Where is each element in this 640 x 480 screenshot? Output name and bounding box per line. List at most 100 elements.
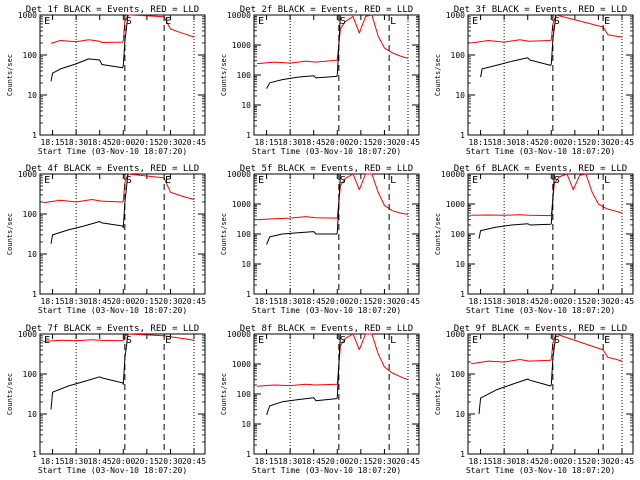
- x-tick-label: 20:45: [396, 297, 420, 306]
- x-tick-label: 20:15: [563, 457, 587, 466]
- x-tick-label: 20:00: [111, 138, 135, 147]
- detector-panel-1: Det 1f BLACK = Events, RED = LLD 1 10 100 10…: [6, 5, 206, 156]
- y-tick-label: 1000: [232, 360, 251, 369]
- x-tick-label: 20:30: [158, 297, 182, 306]
- x-tick-label: 20:30: [372, 457, 396, 466]
- x-tick-label: 20:30: [372, 138, 396, 147]
- x-axis-label: Start Time (03-Nov-10 18:07:20): [38, 306, 187, 315]
- x-tick-label: 18:45: [88, 138, 112, 147]
- y-tick-label: 10: [27, 91, 37, 100]
- x-tick-label: 18:30: [278, 457, 302, 466]
- y-axis-label: Counts/sec: [6, 373, 14, 415]
- x-tick-label: 20:30: [158, 138, 182, 147]
- plot-frame: [467, 333, 634, 455]
- x-tick-label: 18:30: [64, 457, 88, 466]
- x-tick-label: 20:30: [586, 297, 610, 306]
- marker-label: S: [126, 16, 132, 27]
- lld-series-line: [50, 14, 195, 44]
- x-axis-label: Start Time (03-Nov-10 18:07:20): [38, 147, 187, 156]
- lld-series-line: [471, 173, 623, 217]
- y-tick-label: 1: [32, 450, 37, 459]
- y-tick-label: 10: [455, 260, 465, 269]
- y-tick-label: 1: [32, 131, 37, 140]
- x-tick-label: 18:30: [492, 457, 516, 466]
- y-tick-label: 100: [451, 230, 466, 239]
- y-tick-label: 100: [23, 51, 38, 60]
- marker-label: L: [390, 335, 396, 346]
- events-series-line: [480, 14, 557, 78]
- x-tick-label: 20:45: [396, 138, 420, 147]
- detector-panel-8: Det 8f BLACK = Events, RED = LLD 1 10 100 10…: [220, 324, 420, 475]
- panel-title: Det 6f BLACK = Events, RED = LLD: [454, 164, 627, 174]
- y-tick-label: 1: [460, 290, 465, 299]
- y-tick-label: 1000: [232, 200, 251, 209]
- lld-series-line: [43, 173, 195, 204]
- detector-panel-2: Det 2f BLACK = Events, RED = LLD 1 10 100 10…: [220, 5, 420, 156]
- x-tick-label: 18:30: [64, 138, 88, 147]
- x-tick-label: 20:45: [182, 297, 206, 306]
- x-tick-label: 18:30: [492, 138, 516, 147]
- panel-title: Det 5f BLACK = Events, RED = LLD: [240, 164, 413, 174]
- x-tick-label: 20:15: [563, 297, 587, 306]
- y-tick-label: 100: [237, 230, 252, 239]
- marker-label: S: [126, 335, 132, 346]
- y-tick-label: 1: [246, 290, 251, 299]
- events-series-line: [266, 333, 341, 416]
- panel-title: Det 2f BLACK = Events, RED = LLD: [240, 5, 413, 15]
- x-tick-label: 18:15: [41, 138, 65, 147]
- marker-label: S: [554, 16, 560, 27]
- marker-label: L: [390, 16, 396, 27]
- marker-label: E: [472, 16, 478, 27]
- panel-title: Det 7f BLACK = Events, RED = LLD: [26, 324, 199, 334]
- y-tick-label: 10: [455, 410, 465, 419]
- y-tick-label: 100: [237, 71, 252, 80]
- x-tick-label: 20:30: [586, 457, 610, 466]
- marker-label: L: [604, 175, 610, 186]
- x-tick-label: 18:30: [278, 138, 302, 147]
- x-tick-label: 18:45: [516, 297, 540, 306]
- panel-title: Det 3f BLACK = Events, RED = LLD: [454, 5, 627, 15]
- plot-frame: [467, 173, 634, 295]
- x-tick-label: 18:30: [278, 297, 302, 306]
- marker-label: E: [165, 175, 171, 186]
- y-tick-label: 100: [451, 370, 466, 379]
- x-tick-label: 20:30: [158, 457, 182, 466]
- x-tick-label: 18:45: [88, 297, 112, 306]
- x-tick-label: 18:30: [492, 297, 516, 306]
- y-tick-label: 1000: [446, 11, 465, 20]
- x-axis-label: Start Time (03-Nov-10 18:07:20): [252, 306, 401, 315]
- marker-label: L: [390, 175, 396, 186]
- x-tick-label: 20:00: [325, 138, 349, 147]
- x-axis-label: Start Time (03-Nov-10 18:07:20): [252, 147, 401, 156]
- x-tick-label: 20:00: [325, 297, 349, 306]
- x-axis-label: Start Time (03-Nov-10 18:07:20): [38, 466, 187, 475]
- y-axis-label: Counts/sec: [434, 54, 442, 96]
- y-axis-label: Counts/sec: [220, 373, 228, 415]
- plot-frame: [39, 173, 206, 295]
- x-tick-label: 20:30: [372, 297, 396, 306]
- detector-panel-7: Det 7f BLACK = Events, RED = LLD 1 10 100 10…: [6, 324, 206, 475]
- events-series-line: [50, 14, 129, 82]
- panel-title: Det 1f BLACK = Events, RED = LLD: [26, 5, 199, 15]
- y-axis-label: Counts/sec: [434, 213, 442, 255]
- y-tick-label: 10: [241, 420, 251, 429]
- x-tick-label: 20:45: [610, 457, 634, 466]
- x-tick-label: 20:00: [111, 457, 135, 466]
- panel-title: Det 8f BLACK = Events, RED = LLD: [240, 324, 413, 334]
- x-tick-label: 18:30: [64, 297, 88, 306]
- marker-label: E: [258, 335, 264, 346]
- y-tick-label: 1: [460, 131, 465, 140]
- x-tick-label: 20:15: [135, 138, 159, 147]
- x-axis-label: Start Time (03-Nov-10 18:07:20): [252, 466, 401, 475]
- events-series-line: [50, 333, 129, 410]
- events-series-line: [478, 333, 557, 415]
- x-tick-label: 18:15: [255, 457, 279, 466]
- y-axis-label: Counts/sec: [6, 54, 14, 96]
- plot-frame: [253, 333, 420, 455]
- x-tick-label: 20:15: [135, 297, 159, 306]
- x-tick-label: 20:00: [539, 457, 563, 466]
- y-axis-label: Counts/sec: [6, 213, 14, 255]
- lld-series-line: [257, 333, 409, 387]
- x-axis-label: Start Time (03-Nov-10 18:07:20): [466, 147, 615, 156]
- marker-label: E: [44, 16, 50, 27]
